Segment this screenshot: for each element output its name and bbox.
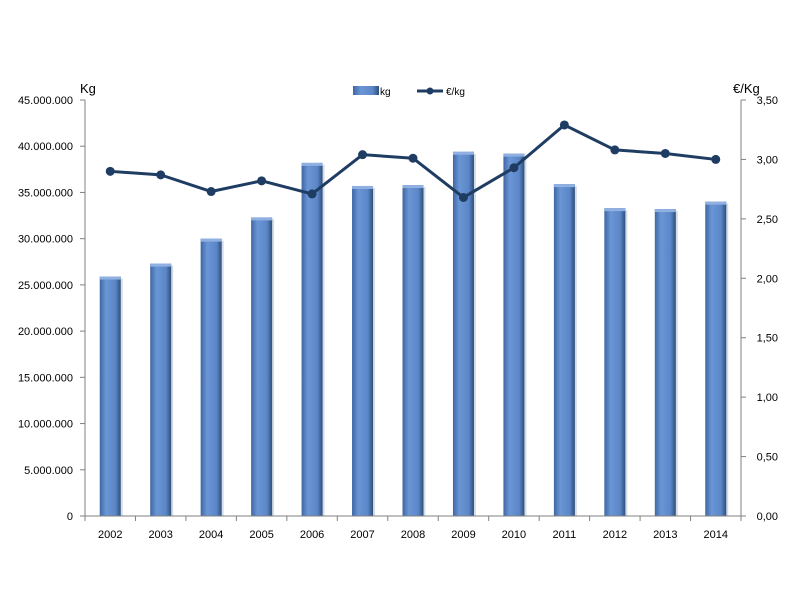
axes: 0 5.000.000 10.000.000 15.000.000 20.000.000…	[18, 81, 778, 541]
x-tick-label: 2004	[199, 529, 223, 541]
bar-top	[150, 263, 172, 267]
x-tick-label: 2011	[553, 529, 577, 541]
x-tick-label: 2003	[148, 529, 172, 541]
y2-tick-label: 1,50	[757, 333, 778, 345]
y2-tick-label: 2,50	[757, 214, 778, 226]
point-2006	[307, 189, 317, 199]
y-tick-label: 35.000.000	[18, 187, 73, 199]
x-tick-label: 2007	[350, 529, 374, 541]
legend-bar-swatch	[353, 86, 379, 95]
point-2004	[206, 187, 216, 197]
point-2013	[660, 148, 670, 158]
legend: kg €/kg	[353, 86, 465, 98]
point-2007	[358, 150, 368, 160]
y2-tick-label: 3,50	[757, 95, 778, 107]
point-2010	[509, 163, 519, 173]
y2-tick-label: 3,00	[757, 154, 778, 166]
legend-label-price: €/kg	[446, 87, 465, 98]
bar-2013	[654, 209, 676, 516]
y-tick-label: 10.000.000	[18, 419, 73, 431]
bar-2008	[402, 185, 424, 516]
y-tick-label: 20.000.000	[18, 326, 73, 338]
bar-2011	[553, 184, 575, 516]
bar-2012	[604, 208, 626, 516]
point-2008	[408, 153, 418, 163]
x-tick-label: 2008	[401, 529, 425, 541]
x-tick-label: 2006	[300, 529, 324, 541]
line-series	[105, 120, 721, 202]
y-tick-label: 30.000.000	[18, 234, 73, 246]
bar-2010	[503, 153, 525, 516]
bar-2014	[705, 201, 727, 516]
y-tick-label: 15.000.000	[18, 372, 73, 384]
y2-tick-label: 2,00	[757, 273, 778, 285]
point-2003	[156, 170, 166, 180]
y-tick-label: 0	[67, 511, 73, 523]
bar-top	[301, 162, 323, 166]
bar-top	[503, 153, 525, 157]
bar-top	[604, 208, 626, 212]
bar-top	[99, 276, 121, 280]
bar-top	[452, 151, 474, 155]
y2-tick-label: 0,00	[757, 511, 778, 523]
y-tick-label: 25.000.000	[18, 280, 73, 292]
bar-top	[251, 217, 273, 221]
bar-top	[402, 185, 424, 189]
y2-axis-title: €/Kg	[733, 81, 760, 96]
bar-2003	[150, 263, 172, 516]
bar-2007	[352, 185, 374, 516]
point-2014	[711, 154, 721, 164]
bar-series	[99, 151, 729, 516]
bar-top	[654, 209, 676, 213]
bar-top	[705, 201, 727, 205]
bar-top	[553, 184, 575, 188]
y-tick-label: 40.000.000	[18, 141, 73, 153]
legend-line-marker	[426, 87, 434, 95]
y-tick-label: 45.000.000	[18, 95, 73, 107]
x-tick-label: 2013	[653, 529, 677, 541]
y-tick-label: 5.000.000	[24, 465, 73, 477]
point-2009	[458, 192, 468, 202]
point-2011	[559, 120, 569, 130]
legend-label-kg: kg	[380, 87, 391, 98]
bar-2006	[301, 162, 323, 516]
bar-top	[200, 238, 222, 242]
point-2005	[257, 176, 267, 186]
x-tick-label: 2012	[603, 529, 627, 541]
bar-2002	[99, 276, 121, 516]
point-2012	[610, 145, 620, 155]
bar-2009	[452, 151, 474, 516]
bar-2004	[200, 238, 222, 516]
x-tick-label: 2014	[704, 529, 728, 541]
x-tick-label: 2009	[451, 529, 475, 541]
point-2002	[105, 166, 115, 176]
y-axis-title: Kg	[80, 81, 96, 96]
x-tick-label: 2010	[502, 529, 526, 541]
x-tick-label: 2005	[249, 529, 273, 541]
bar-top	[352, 185, 374, 189]
bar-2005	[251, 217, 273, 516]
y2-tick-label: 1,00	[757, 392, 778, 404]
x-tick-label: 2002	[98, 529, 122, 541]
y2-tick-label: 0,50	[757, 452, 778, 464]
